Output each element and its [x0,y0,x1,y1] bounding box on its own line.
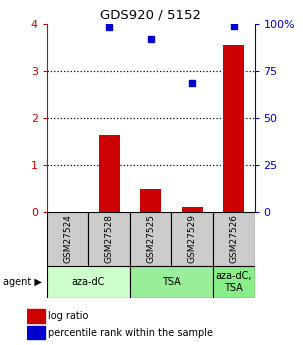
Bar [213,212,255,266]
Bar [213,266,255,298]
Bar [130,266,213,298]
Bar [99,135,120,212]
Text: log ratio: log ratio [48,311,88,321]
Bar [130,212,171,266]
Text: GSM27525: GSM27525 [146,214,155,264]
Title: GDS920 / 5152: GDS920 / 5152 [100,9,201,22]
Text: aza-dC: aza-dC [72,277,105,287]
Bar [182,207,203,212]
Text: GSM27529: GSM27529 [188,214,197,264]
Bar [27,309,45,323]
Bar [27,326,45,339]
Text: percentile rank within the sample: percentile rank within the sample [48,328,213,337]
Bar [47,212,88,266]
Bar [88,212,130,266]
Text: agent ▶: agent ▶ [3,277,42,287]
Bar [47,266,130,298]
Text: GSM27526: GSM27526 [229,214,238,264]
Bar [171,212,213,266]
Text: TSA: TSA [162,277,181,287]
Text: aza-dC,
TSA: aza-dC, TSA [215,271,252,293]
Text: GSM27524: GSM27524 [63,215,72,263]
Text: GSM27528: GSM27528 [105,214,114,264]
Bar [140,189,161,212]
Bar [223,45,244,212]
